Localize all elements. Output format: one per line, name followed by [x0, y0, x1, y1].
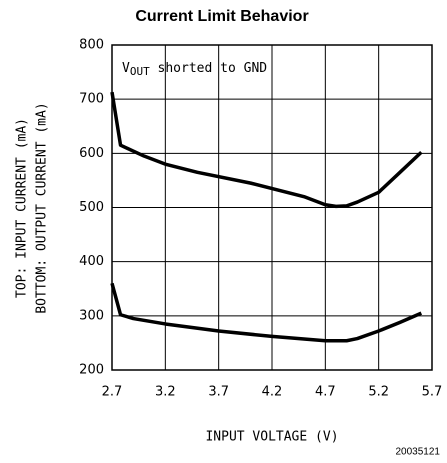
x-tick-label: 3.7 — [208, 385, 229, 400]
y-tick-label: 600 — [79, 146, 104, 161]
x-tick-label: 4.2 — [262, 385, 283, 400]
y-axis-label: BOTTOM: OUTPUT CURRENT (mA) — [35, 102, 50, 313]
x-tick-label: 3.2 — [155, 385, 176, 400]
annotation-base: V — [122, 61, 130, 76]
annotation-text: shorted to GND — [150, 61, 268, 76]
y-tick-label: 500 — [79, 200, 104, 215]
plot-frame — [111, 44, 433, 371]
annotation-subscript: OUT — [130, 65, 150, 78]
chart-title: Current Limit Behavior — [135, 8, 308, 25]
x-tick-label: 2.7 — [102, 385, 123, 400]
y-tick-label: 200 — [79, 363, 104, 378]
y-axis-label: TOP: INPUT CURRENT (mA) — [15, 118, 30, 298]
x-axis-label: INPUT VOLTAGE (V) — [205, 430, 338, 445]
line — [110, 91, 423, 209]
y-tick-label: 300 — [79, 308, 104, 323]
x-tick-label: 5.7 — [422, 385, 443, 400]
footnote: 20035121 — [396, 447, 441, 458]
annotation: VOUT shorted to GND — [122, 61, 267, 79]
y-tick-label: 400 — [79, 254, 104, 269]
y-tick-label: 800 — [79, 38, 104, 53]
y-tick-label: 700 — [79, 92, 104, 107]
x-tick-label: 4.7 — [315, 385, 336, 400]
line — [110, 282, 423, 343]
x-tick-label: 5.2 — [368, 385, 389, 400]
